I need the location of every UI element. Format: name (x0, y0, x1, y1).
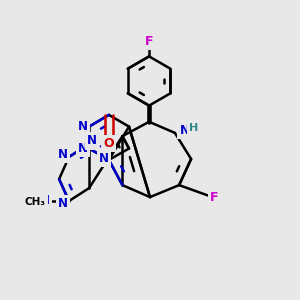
Text: F: F (210, 191, 219, 204)
Text: N: N (77, 120, 88, 133)
Text: N: N (39, 194, 50, 208)
Text: N: N (78, 142, 88, 155)
Text: N: N (179, 124, 189, 137)
Text: F: F (145, 35, 153, 48)
Text: N: N (99, 152, 109, 165)
Text: CH₃: CH₃ (25, 197, 46, 207)
Text: N: N (58, 197, 68, 210)
Text: H: H (189, 123, 198, 134)
Text: O: O (103, 137, 114, 150)
Text: N: N (58, 148, 68, 161)
Text: N: N (87, 134, 97, 148)
